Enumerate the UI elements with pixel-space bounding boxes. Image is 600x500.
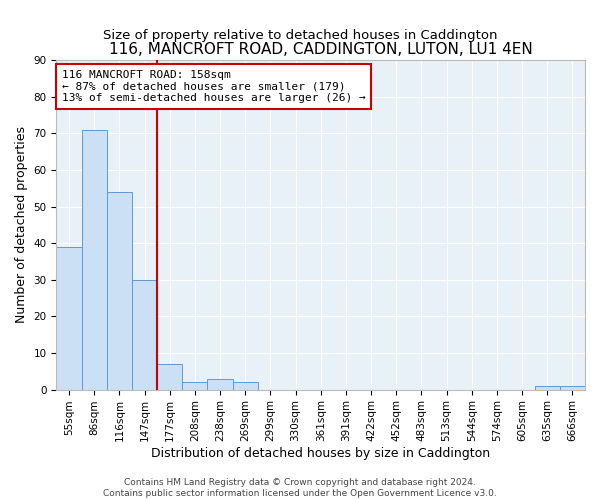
Bar xyxy=(157,364,182,390)
Y-axis label: Number of detached properties: Number of detached properties xyxy=(15,126,28,324)
Bar xyxy=(208,378,233,390)
Text: Contains HM Land Registry data © Crown copyright and database right 2024.
Contai: Contains HM Land Registry data © Crown c… xyxy=(103,478,497,498)
Bar xyxy=(82,130,107,390)
Bar xyxy=(233,382,258,390)
Bar xyxy=(535,386,560,390)
Bar xyxy=(107,192,132,390)
Title: 116, MANCROFT ROAD, CADDINGTON, LUTON, LU1 4EN: 116, MANCROFT ROAD, CADDINGTON, LUTON, L… xyxy=(109,42,533,58)
Bar xyxy=(56,247,82,390)
Text: 116 MANCROFT ROAD: 158sqm
← 87% of detached houses are smaller (179)
13% of semi: 116 MANCROFT ROAD: 158sqm ← 87% of detac… xyxy=(62,70,365,103)
Bar xyxy=(182,382,208,390)
Bar xyxy=(132,280,157,390)
Bar xyxy=(560,386,585,390)
Text: Size of property relative to detached houses in Caddington: Size of property relative to detached ho… xyxy=(103,29,497,42)
X-axis label: Distribution of detached houses by size in Caddington: Distribution of detached houses by size … xyxy=(151,447,490,460)
